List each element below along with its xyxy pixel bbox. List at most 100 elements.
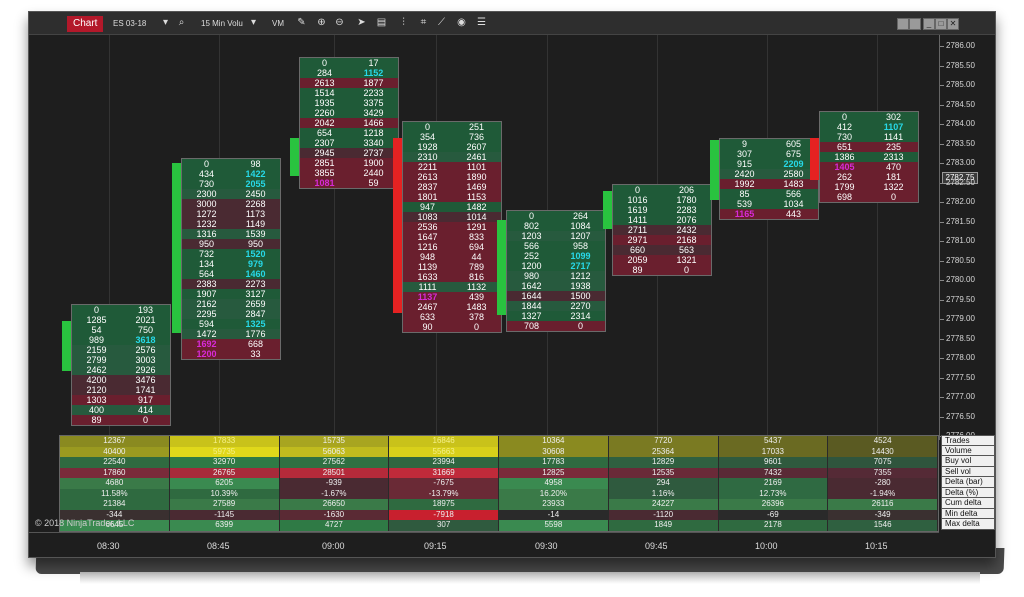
ask-volume: 3340 bbox=[363, 138, 384, 148]
bid-volume: 1411 bbox=[627, 215, 648, 225]
data-box-icon[interactable]: ◉ bbox=[457, 17, 466, 28]
volumetric-bar[interactable]: 0 17 284 1152 2613 1877 1514 2233 1935 3375 2260 34… bbox=[299, 57, 399, 189]
price-tick-label: 2777.50 bbox=[946, 372, 975, 382]
ask-volume: 1460 bbox=[245, 269, 266, 279]
ask-volume: 1422 bbox=[245, 169, 266, 179]
bid-volume: 90 bbox=[422, 322, 433, 332]
price-axis[interactable]: 2782.75 2786.00 2785.50 2785.00 2784.50 2784… bbox=[939, 35, 995, 440]
volumetric-bar[interactable]: 0 264 802 1084 1203 1207 566 958 252 1099 1200 2717… bbox=[506, 210, 606, 332]
ask-volume: 2461 bbox=[466, 152, 487, 162]
bar-type-icon[interactable]: ⫶ bbox=[402, 17, 405, 28]
price-level-row: 0 17 bbox=[300, 58, 398, 68]
bid-volume: 633 bbox=[419, 312, 436, 322]
price-tick-label: 2783.50 bbox=[946, 138, 975, 148]
volumetric-bar[interactable]: 0 206 1016 1780 1619 2283 1411 2076 2711 2432 2971… bbox=[612, 184, 712, 276]
statistics-cell: 7720 bbox=[608, 436, 719, 447]
price-level-row: 1642 1938 bbox=[507, 281, 605, 291]
ask-volume: 1153 bbox=[466, 192, 487, 202]
bid-volume: 915 bbox=[736, 159, 753, 169]
statistics-cell: 25364 bbox=[608, 446, 719, 457]
price-level-row: 2467 1483 bbox=[403, 302, 501, 312]
bid-volume: 2420 bbox=[734, 169, 755, 179]
statistics-cell: 6399 bbox=[169, 520, 280, 531]
price-level-row: 1083 1014 bbox=[403, 212, 501, 222]
ask-volume: 958 bbox=[572, 241, 589, 251]
period-selector[interactable]: 15 Min Volu bbox=[201, 19, 243, 28]
instrument-selector[interactable]: ES 03-18 bbox=[113, 19, 147, 28]
ask-volume: 563 bbox=[678, 245, 695, 255]
volumetric-button[interactable]: VM bbox=[272, 19, 284, 28]
price-level-row: 708 0 bbox=[507, 321, 605, 331]
time-tick-label: 09:30 bbox=[535, 541, 558, 551]
price-level-row: 1844 2270 bbox=[507, 301, 605, 311]
search-icon[interactable]: ⌕ bbox=[178, 17, 185, 28]
ask-volume: 1291 bbox=[466, 222, 487, 232]
price-level-row: 1327 2314 bbox=[507, 311, 605, 321]
price-level-row: 2307 3340 bbox=[300, 138, 398, 148]
statistics-label: Buy vol bbox=[941, 456, 995, 467]
ask-volume: 2659 bbox=[245, 299, 266, 309]
volumetric-bar[interactable]: 0 251 354 736 1928 2607 2310 2461 2211 1101 2613 18… bbox=[402, 121, 502, 333]
indicators-icon[interactable]: ⌗ bbox=[420, 17, 427, 28]
chevron-down-icon[interactable]: ▾ bbox=[162, 17, 169, 28]
price-tick-label: 2781.50 bbox=[946, 216, 975, 226]
volumetric-bar[interactable]: 9 605 307 675 915 2209 2420 2580 1992 1483 85 566 53… bbox=[719, 138, 819, 220]
ask-volume: 566 bbox=[785, 189, 802, 199]
tile-icon[interactable] bbox=[897, 18, 909, 30]
price-tick-label: 2780.50 bbox=[946, 255, 975, 265]
bid-volume: 950 bbox=[198, 239, 215, 249]
ask-volume: 59 bbox=[368, 178, 379, 188]
chevron-down-icon[interactable]: ▾ bbox=[250, 17, 257, 28]
minimize-icon[interactable]: _ bbox=[923, 18, 935, 30]
volumetric-bar[interactable]: 0 98 434 1422 730 2055 2300 2450 3000 2268 1272 117… bbox=[181, 158, 281, 360]
price-level-row: 2260 3429 bbox=[300, 108, 398, 118]
price-tick-mark bbox=[940, 202, 944, 203]
zoom-out-icon[interactable]: ⊖ bbox=[335, 17, 344, 28]
tile-icon[interactable] bbox=[909, 18, 921, 30]
close-icon[interactable]: ✕ bbox=[947, 18, 959, 30]
ask-volume: 2926 bbox=[135, 365, 156, 375]
chart-tab[interactable]: Chart bbox=[67, 16, 104, 32]
volumetric-bar[interactable]: 0 193 1285 2021 54 750 989 3618 2159 2576 2799 3003… bbox=[71, 304, 171, 426]
statistics-label: Delta (%) bbox=[941, 487, 995, 498]
price-level-row: 4200 3476 bbox=[72, 375, 170, 385]
price-level-row: 1472 1776 bbox=[182, 329, 280, 339]
ask-volume: 1520 bbox=[245, 249, 266, 259]
price-panel[interactable]: 0 193 1285 2021 54 750 989 3618 2159 2576 2799 3003… bbox=[29, 35, 939, 440]
time-axis[interactable]: 08:30 08:45 09:00 09:15 09:30 09:45 10:00 10:15 bbox=[29, 532, 939, 557]
pencil-icon[interactable]: ✎ bbox=[297, 17, 306, 28]
bid-volume: 2307 bbox=[314, 138, 335, 148]
statistics-cell: -344 bbox=[60, 509, 170, 520]
ask-volume: 668 bbox=[247, 339, 264, 349]
bid-volume: 2211 bbox=[417, 162, 438, 172]
up-candle bbox=[603, 191, 612, 229]
maximize-icon[interactable]: □ bbox=[935, 18, 947, 30]
zoom-in-icon[interactable]: ⊕ bbox=[317, 17, 326, 28]
bid-volume: 0 bbox=[203, 159, 209, 169]
price-level-row: 90 0 bbox=[403, 322, 501, 332]
statistics-cell: 26650 bbox=[279, 499, 390, 510]
statistics-cell: 7075 bbox=[828, 457, 938, 468]
list-icon[interactable]: ☰ bbox=[477, 17, 486, 28]
bid-volume: 0 bbox=[528, 211, 534, 221]
bid-volume: 2120 bbox=[86, 385, 107, 395]
ask-volume: 0 bbox=[577, 321, 583, 331]
time-gridline bbox=[109, 35, 110, 515]
statistics-cell: 31669 bbox=[389, 467, 499, 478]
price-level-row: 1137 439 bbox=[403, 292, 501, 302]
ask-volume: 2450 bbox=[245, 189, 266, 199]
strategies-icon[interactable]: ⟋ bbox=[438, 17, 445, 28]
statistics-cell: 294 bbox=[608, 478, 719, 489]
volumetric-bar[interactable]: 0 302 412 1107 730 1141 651 235 1386 2313 1405 470 2… bbox=[819, 111, 919, 203]
price-level-row: 2613 1890 bbox=[403, 172, 501, 182]
bid-volume: 412 bbox=[836, 122, 853, 132]
bid-volume: 2042 bbox=[314, 118, 335, 128]
up-candle bbox=[62, 321, 71, 371]
pointer-icon[interactable]: ➤ bbox=[357, 17, 366, 28]
properties-icon[interactable]: ▤ bbox=[376, 17, 387, 28]
bid-volume: 2536 bbox=[417, 222, 438, 232]
statistics-row: 17860 26765 28501 31669 12825 12535 7432 7355 bbox=[60, 467, 938, 478]
bid-volume: 2945 bbox=[314, 148, 335, 158]
price-level-row: 1644 1500 bbox=[507, 291, 605, 301]
price-level-row: 660 563 bbox=[613, 245, 711, 255]
